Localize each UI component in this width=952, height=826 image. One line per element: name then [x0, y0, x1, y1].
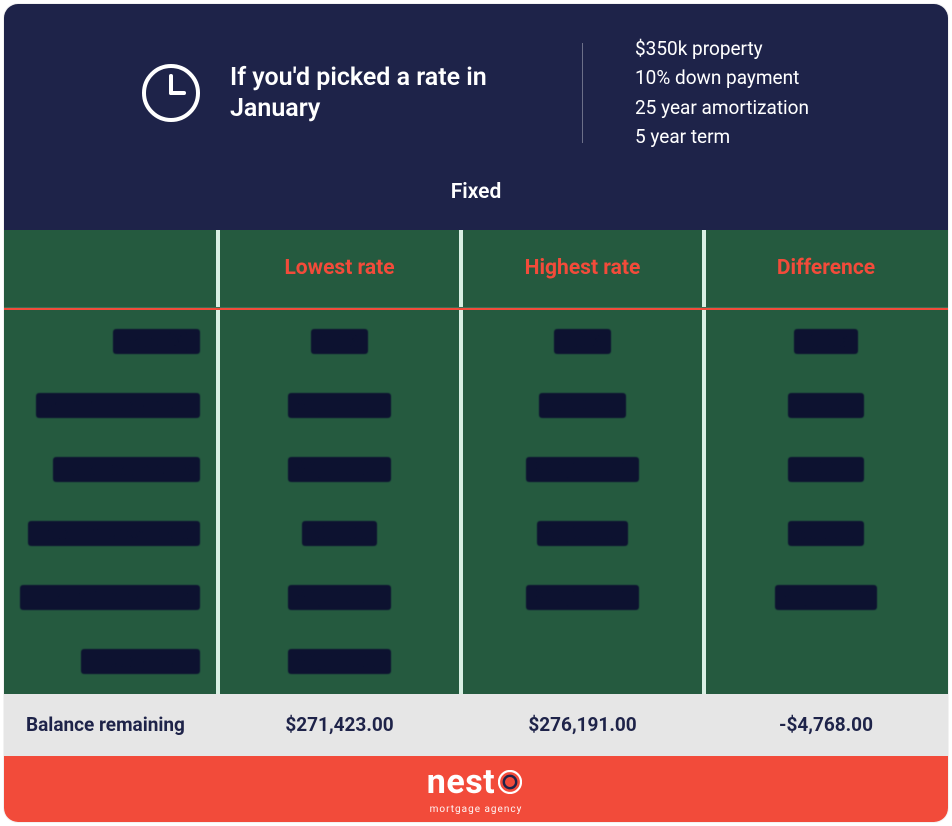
row-label: Total interest paid: [4, 502, 218, 566]
table-row: Total interest paid $0,000 $0,000.0 $0,0…: [4, 502, 948, 566]
col-header-difference: Difference: [704, 230, 948, 308]
row-label: Total principal paid: [4, 566, 218, 630]
table-row: Rate (%) 1.0% 0.0% -0.0%: [4, 310, 948, 374]
cell: $000.0: [704, 438, 948, 502]
row-label: Rate (%): [4, 310, 218, 374]
cell: 1.0%: [218, 310, 461, 374]
col-header-highest: Highest rate: [461, 230, 704, 308]
brand-logo: nest: [427, 762, 525, 802]
cell: 0.0%: [461, 310, 704, 374]
table-row: Total payments $0,000.00 $00,000.00 $000…: [4, 438, 948, 502]
header-empty: [4, 230, 218, 308]
vertical-divider: [582, 43, 583, 143]
balance-cell: $276,191.00: [461, 694, 704, 756]
row-label: Prepayment: [4, 630, 218, 694]
header-top: If you'd picked a rate in January $350k …: [44, 34, 908, 152]
col-header-lowest: Lowest rate: [218, 230, 461, 308]
table-row: Monthly payment $0,000.00 $000.00 $00.00: [4, 374, 948, 438]
cell: -0.0%: [704, 310, 948, 374]
target-icon: [498, 770, 522, 794]
balance-label: Balance remaining: [4, 694, 218, 756]
comparison-table-wrap: Lowest rate Highest rate Difference Rate…: [4, 230, 948, 756]
cell: $0,000.00: [218, 374, 461, 438]
cell: $0,000.00: [704, 566, 948, 630]
balance-row: Balance remaining $271,423.00 $276,191.0…: [4, 694, 948, 756]
cell: [704, 630, 948, 694]
infographic-card: If you'd picked a rate in January $350k …: [4, 4, 948, 822]
assumptions-list: $350k property 10% down payment 25 year …: [635, 34, 809, 152]
cell: $0,000.00: [218, 438, 461, 502]
clock-icon: [140, 62, 202, 124]
assumption-item: $350k property: [635, 34, 809, 63]
assumption-item: 25 year amortization: [635, 93, 809, 122]
cell: $000.00: [461, 374, 704, 438]
table-row: Prepayment $0,000.00: [4, 630, 948, 694]
header: If you'd picked a rate in January $350k …: [4, 4, 948, 230]
cell: $0,000: [218, 502, 461, 566]
cell: $0,000.00: [218, 566, 461, 630]
cell: $0,000: [704, 502, 948, 566]
brand-tagline: mortgage agency: [430, 804, 523, 815]
assumption-item: 5 year term: [635, 122, 809, 151]
comparison-table: Lowest rate Highest rate Difference Rate…: [4, 230, 948, 756]
brand-text-pre: nest: [427, 762, 495, 802]
cell: $00,000.00: [461, 566, 704, 630]
rate-type-label: Fixed: [44, 180, 908, 204]
table-body: Rate (%) 1.0% 0.0% -0.0% Monthly payment…: [4, 310, 948, 756]
footer: nest mortgage agency: [4, 756, 948, 822]
cell: $00.00: [704, 374, 948, 438]
balance-cell: -$4,768.00: [704, 694, 948, 756]
row-label: Monthly payment: [4, 374, 218, 438]
headline: If you'd picked a rate in January: [230, 62, 510, 125]
cell: [461, 630, 704, 694]
cell: $00,000.00: [461, 438, 704, 502]
cell: $0,000.00: [218, 630, 461, 694]
table-header-row: Lowest rate Highest rate Difference: [4, 230, 948, 308]
table-row: Total principal paid $0,000.00 $00,000.0…: [4, 566, 948, 630]
row-label: Total payments: [4, 438, 218, 502]
balance-cell: $271,423.00: [218, 694, 461, 756]
cell: $0,000.0: [461, 502, 704, 566]
assumption-item: 10% down payment: [635, 63, 809, 92]
